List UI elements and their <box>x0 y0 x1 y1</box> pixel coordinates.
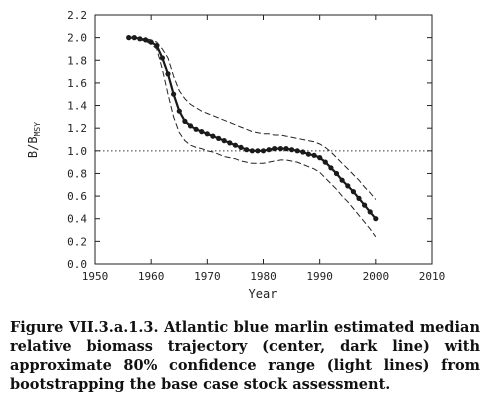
data-point-median <box>260 148 267 154</box>
data-point-median <box>232 142 238 148</box>
data-point-median <box>289 147 295 153</box>
data-point-median <box>193 126 199 132</box>
x-tick-label: 1990 <box>306 270 333 283</box>
data-point-median <box>294 148 300 154</box>
y-axis-label: B/BMSY <box>26 122 42 158</box>
series-layer <box>126 35 379 238</box>
y-tick-label: 1.8 <box>67 54 87 67</box>
data-point-median <box>204 131 210 137</box>
data-point-median <box>373 216 379 222</box>
y-tick-label: 2.0 <box>67 32 87 45</box>
data-point-median <box>328 165 334 171</box>
series-line-lower <box>128 37 377 238</box>
y-tick-label: 0.0 <box>67 258 87 271</box>
data-point-median <box>244 147 250 153</box>
data-point-median <box>345 183 351 189</box>
x-axis-label: Year <box>249 287 278 301</box>
data-point-median <box>255 148 261 154</box>
data-point-median <box>317 155 323 161</box>
x-tick-label: 2010 <box>419 270 446 283</box>
biomass-chart: 1950 1960 1970 1980 1990 2000 2010 0.0 0.2 0.4 0.6… <box>26 9 445 301</box>
tick-layer: 1950 1960 1970 1980 1990 2000 2010 0.0 0.2 0.4 0.6… <box>67 9 445 283</box>
y-tick-label: 0.6 <box>67 190 87 203</box>
plot-frame <box>94 14 433 265</box>
data-point-median <box>165 71 171 77</box>
data-point-median <box>300 149 306 155</box>
data-point-median <box>367 209 373 215</box>
x-tick-label: 1960 <box>138 270 165 283</box>
y-axis-label-subscript: MSY <box>33 122 42 137</box>
x-tick-label: 1950 <box>82 270 109 283</box>
data-point-median <box>159 55 165 61</box>
data-point-median <box>333 170 340 177</box>
y-tick-label: 1.6 <box>67 77 87 90</box>
data-point-median <box>350 189 356 195</box>
data-point-median <box>311 152 317 158</box>
y-tick-label: 0.2 <box>67 235 87 248</box>
data-point-median <box>339 177 345 183</box>
data-point-median <box>305 151 311 157</box>
data-point-median <box>277 146 283 152</box>
data-point-median <box>216 135 222 141</box>
data-point-median <box>272 146 278 152</box>
data-point-median <box>362 202 368 208</box>
data-point-median <box>187 123 194 129</box>
data-point-median <box>171 91 177 97</box>
data-point-median <box>176 108 182 114</box>
x-tick-label: 1970 <box>194 270 221 283</box>
x-tick-label: 2000 <box>363 270 390 283</box>
figure-caption: Figure VII.3.a.1.3. Atlantic blue marlin… <box>10 319 480 393</box>
data-point-median <box>322 159 328 165</box>
data-point-median <box>221 138 227 144</box>
y-tick-label: 1.4 <box>67 100 87 113</box>
y-tick-label: 1.0 <box>67 145 87 158</box>
y-tick-label: 0.4 <box>67 213 87 226</box>
data-point-median <box>266 147 272 153</box>
x-tick-label: 1980 <box>250 270 277 283</box>
data-point-median <box>249 148 255 154</box>
y-tick-label: 0.8 <box>67 167 87 180</box>
data-point-median <box>210 133 216 139</box>
series-line-median <box>128 36 377 220</box>
data-point-median <box>227 140 233 146</box>
y-axis-label-main: B/B <box>26 136 40 158</box>
data-point-median <box>356 195 362 201</box>
data-point-median <box>199 129 205 135</box>
y-tick-label: 2.2 <box>67 9 87 22</box>
data-point-median <box>283 146 289 152</box>
data-point-median <box>182 118 188 124</box>
data-point-median <box>238 144 244 150</box>
y-tick-label: 1.2 <box>67 122 87 135</box>
series-line-upper <box>128 37 377 200</box>
